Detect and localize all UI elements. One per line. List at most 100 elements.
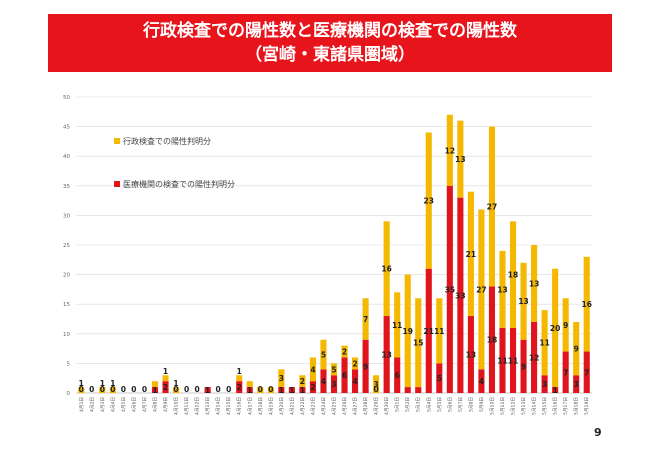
data-label-gyosei: 1 — [110, 379, 115, 388]
bar-gyosei — [467, 191, 474, 317]
data-label-gyosei: 11 — [434, 327, 444, 336]
data-label-iryo: 6 — [342, 371, 347, 380]
data-label-iryo: 1 — [289, 386, 294, 395]
bar-gyosei — [415, 298, 422, 388]
bar-iryo — [278, 387, 285, 393]
bar-gyosei — [457, 120, 464, 198]
x-tick-label: 4月16日 — [237, 397, 243, 415]
data-label-gyosei: 1 — [163, 367, 168, 376]
bar-gyosei — [425, 132, 432, 269]
bar-gyosei — [299, 375, 306, 388]
x-tick-label: 5月1日 — [395, 397, 401, 412]
data-label-gyosei: 5 — [321, 351, 326, 360]
bar-iryo — [509, 327, 517, 393]
data-label-gyosei: 18 — [508, 271, 518, 280]
data-label-iryo: 18 — [487, 336, 497, 345]
data-label-gyosei: 13 — [529, 279, 539, 288]
x-tick-label: 5月13日 — [521, 397, 527, 415]
bar-gyosei — [246, 381, 253, 388]
bar-gyosei — [236, 375, 243, 382]
x-tick-label: 4月19日 — [268, 397, 274, 415]
data-label-gyosei: 23 — [424, 197, 434, 206]
x-tick-label: 5月3日 — [416, 397, 422, 412]
bar-gyosei — [362, 298, 369, 340]
data-label-iryo: 0 — [173, 385, 178, 394]
x-tick-label: 4月9日 — [163, 397, 169, 412]
x-tick-label: 5月18日 — [574, 397, 580, 415]
x-tick-label: 4月2日 — [89, 397, 95, 412]
data-label-iryo: 4 — [479, 377, 484, 386]
x-tick-label: 4月24日 — [321, 397, 327, 415]
bar-iryo — [562, 351, 569, 393]
data-label-gyosei: 21 — [466, 250, 476, 259]
x-tick-label: 4月7日 — [142, 397, 148, 412]
data-label-gyosei: 16 — [381, 265, 391, 274]
bar-gyosei — [320, 339, 327, 370]
bar-gyosei — [509, 221, 517, 328]
x-tick-label: 4月23日 — [310, 397, 316, 415]
bar-iryo — [541, 375, 548, 393]
data-label-gyosei: 13 — [497, 285, 507, 294]
data-label-iryo: 0 — [226, 385, 231, 394]
bar-iryo — [341, 357, 348, 393]
bar-gyosei — [383, 221, 390, 317]
data-label-iryo: 1 — [553, 386, 558, 395]
bar-iryo — [288, 387, 295, 393]
x-tick-label: 4月29日 — [374, 397, 380, 415]
x-tick-label: 5月17日 — [563, 397, 569, 415]
x-tick-label: 4月5日 — [121, 397, 127, 412]
data-label-iryo: 1 — [279, 386, 284, 395]
data-label-iryo: 0 — [216, 385, 221, 394]
data-label-gyosei: 27 — [487, 203, 497, 212]
x-tick-label: 4月12日 — [195, 397, 201, 415]
x-tick-label: 4月4日 — [110, 397, 116, 412]
bar-gyosei — [552, 268, 559, 388]
y-tick-label: 30 — [63, 213, 70, 219]
bar-iryo — [330, 375, 338, 393]
data-label-gyosei: 1 — [237, 367, 242, 376]
data-label-gyosei: 13 — [455, 155, 465, 164]
bar-iryo — [531, 321, 538, 393]
data-label-gyosei: 9 — [563, 321, 568, 330]
data-label-iryo: 21 — [424, 327, 434, 336]
x-tick-label: 4月8日 — [152, 397, 158, 412]
data-label-iryo: 2 — [237, 383, 242, 392]
data-label-gyosei: 16 — [582, 300, 592, 309]
data-label-iryo: 1 — [300, 386, 305, 395]
legend-label-iryo: 医療機関の検査での陽性判明分 — [123, 179, 235, 189]
bar-iryo — [573, 375, 580, 393]
data-label-iryo: 0 — [110, 385, 115, 394]
y-tick-label: 10 — [63, 332, 70, 338]
data-label-gyosei: 1 — [79, 379, 84, 388]
data-label-iryo: 11 — [497, 356, 507, 365]
y-tick-label: 0 — [67, 391, 71, 397]
bar-gyosei — [394, 292, 401, 358]
data-label-iryo: 0 — [194, 385, 199, 394]
x-tick-label: 4月27日 — [353, 397, 359, 415]
data-label-gyosei: 7 — [363, 315, 368, 324]
data-label-gyosei: 2 — [352, 359, 357, 368]
bar-iryo — [520, 339, 527, 393]
bar-gyosei — [583, 256, 590, 352]
data-label-gyosei: 1 — [100, 379, 105, 388]
bar-gyosei — [541, 310, 548, 376]
bar-iryo — [394, 357, 401, 393]
data-label-iryo: 4 — [321, 377, 326, 386]
legend-swatch-gyosei — [114, 138, 120, 144]
data-label-gyosei: 4 — [310, 365, 315, 374]
data-label-iryo: 13 — [466, 351, 476, 360]
bar-iryo — [204, 387, 211, 393]
x-tick-label: 5月12日 — [511, 397, 517, 415]
data-label-iryo: 1 — [152, 386, 157, 395]
bar-gyosei — [330, 363, 338, 376]
data-label-iryo: 6 — [395, 371, 400, 380]
data-label-iryo: 4 — [352, 377, 357, 386]
data-label-gyosei: 9 — [574, 345, 579, 354]
data-label-iryo: 1 — [247, 386, 252, 395]
x-tick-label: 5月2日 — [405, 397, 411, 412]
x-tick-label: 5月5日 — [437, 397, 443, 412]
data-label-iryo: 0 — [268, 385, 273, 394]
data-label-iryo: 0 — [131, 385, 136, 394]
y-tick-label: 40 — [63, 154, 70, 160]
bar-iryo — [446, 185, 453, 393]
